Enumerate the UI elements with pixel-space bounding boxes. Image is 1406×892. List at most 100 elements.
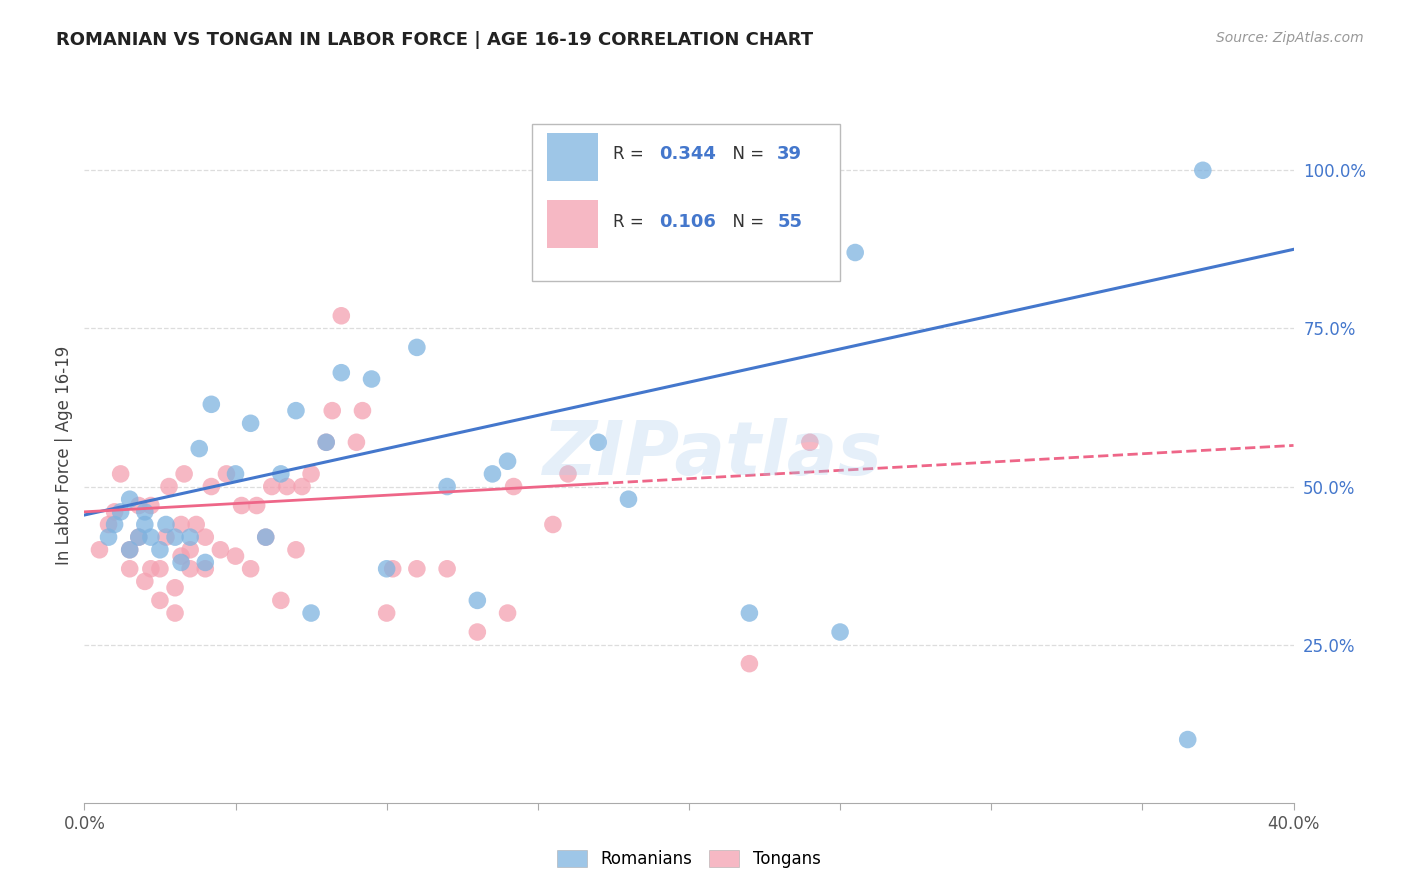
Point <box>165 606 187 620</box>
Point <box>330 366 353 380</box>
Point <box>436 479 458 493</box>
Point <box>200 479 222 493</box>
Point <box>496 454 519 468</box>
Text: N =: N = <box>721 145 769 162</box>
Point <box>406 562 429 576</box>
FancyBboxPatch shape <box>531 124 841 281</box>
Point <box>260 479 283 493</box>
Point <box>110 467 132 481</box>
Point <box>239 417 262 431</box>
Point <box>557 467 579 481</box>
Point <box>170 556 193 570</box>
Point <box>209 542 232 557</box>
Point <box>1177 732 1199 747</box>
Point <box>617 492 640 507</box>
Point <box>315 435 337 450</box>
Text: N =: N = <box>721 213 769 231</box>
Point <box>541 517 564 532</box>
Point <box>186 517 208 532</box>
Point <box>97 517 120 532</box>
Text: ZIPatlas: ZIPatlas <box>543 418 883 491</box>
Point <box>179 542 201 557</box>
Point <box>738 657 761 671</box>
Point <box>225 549 247 563</box>
Point <box>467 593 489 607</box>
Point <box>375 562 398 576</box>
Point <box>200 397 222 411</box>
Point <box>254 530 277 544</box>
Point <box>844 245 866 260</box>
Point <box>89 542 111 557</box>
Point <box>299 467 322 481</box>
Point <box>285 403 308 417</box>
Point <box>225 467 247 481</box>
Point <box>165 530 187 544</box>
Point <box>139 530 162 544</box>
Point <box>194 562 217 576</box>
Point <box>155 517 177 532</box>
Point <box>170 549 193 563</box>
Point <box>155 530 177 544</box>
Point <box>502 479 524 493</box>
Point <box>149 593 172 607</box>
Point <box>118 542 141 557</box>
Point <box>188 442 211 456</box>
Text: 0.106: 0.106 <box>659 213 716 231</box>
Point <box>170 517 193 532</box>
Point <box>360 372 382 386</box>
Point <box>97 530 120 544</box>
Point <box>134 505 156 519</box>
Point <box>330 309 353 323</box>
Point <box>321 403 343 417</box>
Point <box>270 593 292 607</box>
Point <box>270 467 292 481</box>
Point <box>165 581 187 595</box>
Point <box>104 505 127 519</box>
Point <box>128 530 150 544</box>
Point <box>467 625 489 640</box>
Point <box>194 530 217 544</box>
Point <box>215 467 238 481</box>
Text: R =: R = <box>613 213 648 231</box>
Point <box>346 435 368 450</box>
Point <box>134 574 156 589</box>
Point <box>254 530 277 544</box>
Text: 0.344: 0.344 <box>659 145 716 162</box>
Point <box>118 542 141 557</box>
Point <box>588 435 610 450</box>
Text: Source: ZipAtlas.com: Source: ZipAtlas.com <box>1216 31 1364 45</box>
Point <box>352 403 374 417</box>
Point <box>118 492 141 507</box>
Point <box>406 340 429 354</box>
Point <box>179 562 201 576</box>
Point <box>173 467 195 481</box>
Text: R =: R = <box>613 145 648 162</box>
FancyBboxPatch shape <box>547 134 599 181</box>
Point <box>128 499 150 513</box>
Point <box>149 542 172 557</box>
FancyBboxPatch shape <box>547 200 599 248</box>
Point <box>1192 163 1215 178</box>
Point <box>315 435 337 450</box>
Point <box>496 606 519 620</box>
Point <box>381 562 404 576</box>
Text: 55: 55 <box>778 213 803 231</box>
Point <box>179 530 201 544</box>
Point <box>436 562 458 576</box>
Point <box>481 467 503 481</box>
Point <box>246 499 269 513</box>
Point <box>149 562 172 576</box>
Point <box>110 505 132 519</box>
Point <box>194 556 217 570</box>
Point <box>239 562 262 576</box>
Point <box>231 499 253 513</box>
Point <box>276 479 298 493</box>
Point <box>738 606 761 620</box>
Point <box>128 530 150 544</box>
Legend: Romanians, Tongans: Romanians, Tongans <box>551 843 827 874</box>
Point <box>139 499 162 513</box>
Text: ROMANIAN VS TONGAN IN LABOR FORCE | AGE 16-19 CORRELATION CHART: ROMANIAN VS TONGAN IN LABOR FORCE | AGE … <box>56 31 813 49</box>
Point <box>134 517 156 532</box>
Point <box>375 606 398 620</box>
Point <box>299 606 322 620</box>
